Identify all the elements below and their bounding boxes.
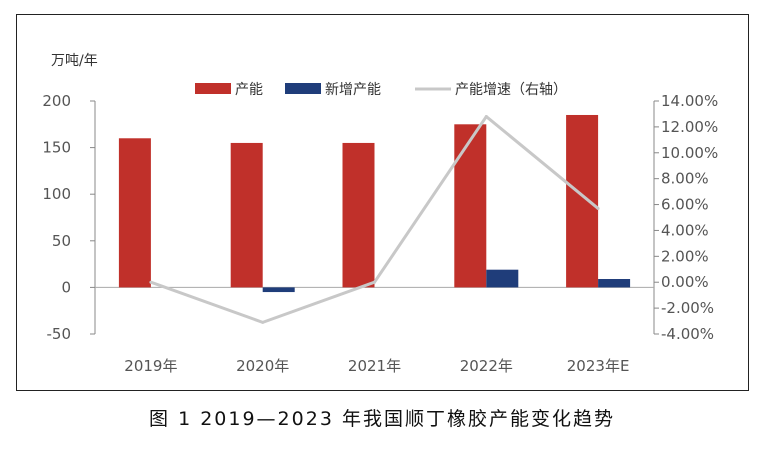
growth-rate-point: [149, 280, 153, 284]
right-tick-label: 10.00%: [661, 144, 718, 162]
right-tick-label: 4.00%: [661, 221, 709, 239]
left-tick-label: 200: [42, 92, 71, 110]
chart-frame: -50 0 50 100 150 200 -4.00% -2.00% 0.00% 2.00% 4.0…: [16, 14, 749, 391]
growth-rate-point: [261, 320, 265, 324]
right-tick-label: 2.00%: [661, 247, 709, 265]
figure-caption: 图 1 2019—2023 年我国顺丁橡胶产能变化趋势: [149, 408, 615, 430]
right-tick-label: 6.00%: [661, 196, 709, 214]
right-tick-label: 8.00%: [661, 170, 709, 188]
bar-new-capacity: [486, 269, 519, 288]
bar-capacity: [342, 142, 375, 288]
growth-rate-point: [484, 115, 488, 119]
growth-rate-point: [373, 280, 376, 284]
right-tick-label: 0.00%: [661, 273, 709, 291]
right-tick-label: -4.00%: [661, 325, 714, 343]
legend-label: 产能: [235, 82, 263, 98]
category-label: 2020年: [236, 357, 289, 375]
legend-label: 产能增速（右轴）: [455, 82, 567, 98]
category-label: 2023年E: [567, 357, 630, 375]
right-tick-label: 12.00%: [661, 118, 718, 136]
growth-rate-point: [596, 206, 600, 210]
category-label: 2021年: [348, 357, 401, 375]
right-tick-label: -2.00%: [661, 299, 714, 317]
category-label: 2019年: [124, 357, 177, 375]
left-tick-label: 150: [42, 139, 71, 157]
right-tick-label: 14.00%: [661, 92, 718, 110]
legend-swatch: [285, 83, 321, 94]
combo-chart: -50 0 50 100 150 200 -4.00% -2.00% 0.00% 2.00% 4.0…: [42, 53, 718, 375]
left-axis-unit: 万吨/年: [51, 53, 98, 69]
bar-capacity: [230, 142, 263, 288]
bar-new-capacity: [262, 287, 295, 293]
legend-swatch: [195, 83, 231, 94]
bar-capacity: [566, 114, 599, 288]
bar-capacity: [454, 124, 487, 288]
left-tick-label: -50: [47, 325, 72, 343]
left-tick-label: 50: [52, 232, 71, 250]
left-tick-label: 100: [42, 185, 71, 203]
legend-label: 新增产能: [325, 82, 381, 98]
bar-new-capacity: [598, 279, 631, 288]
left-tick-label: 0: [61, 278, 71, 296]
category-label: 2022年: [460, 357, 513, 375]
bar-capacity: [118, 138, 151, 288]
